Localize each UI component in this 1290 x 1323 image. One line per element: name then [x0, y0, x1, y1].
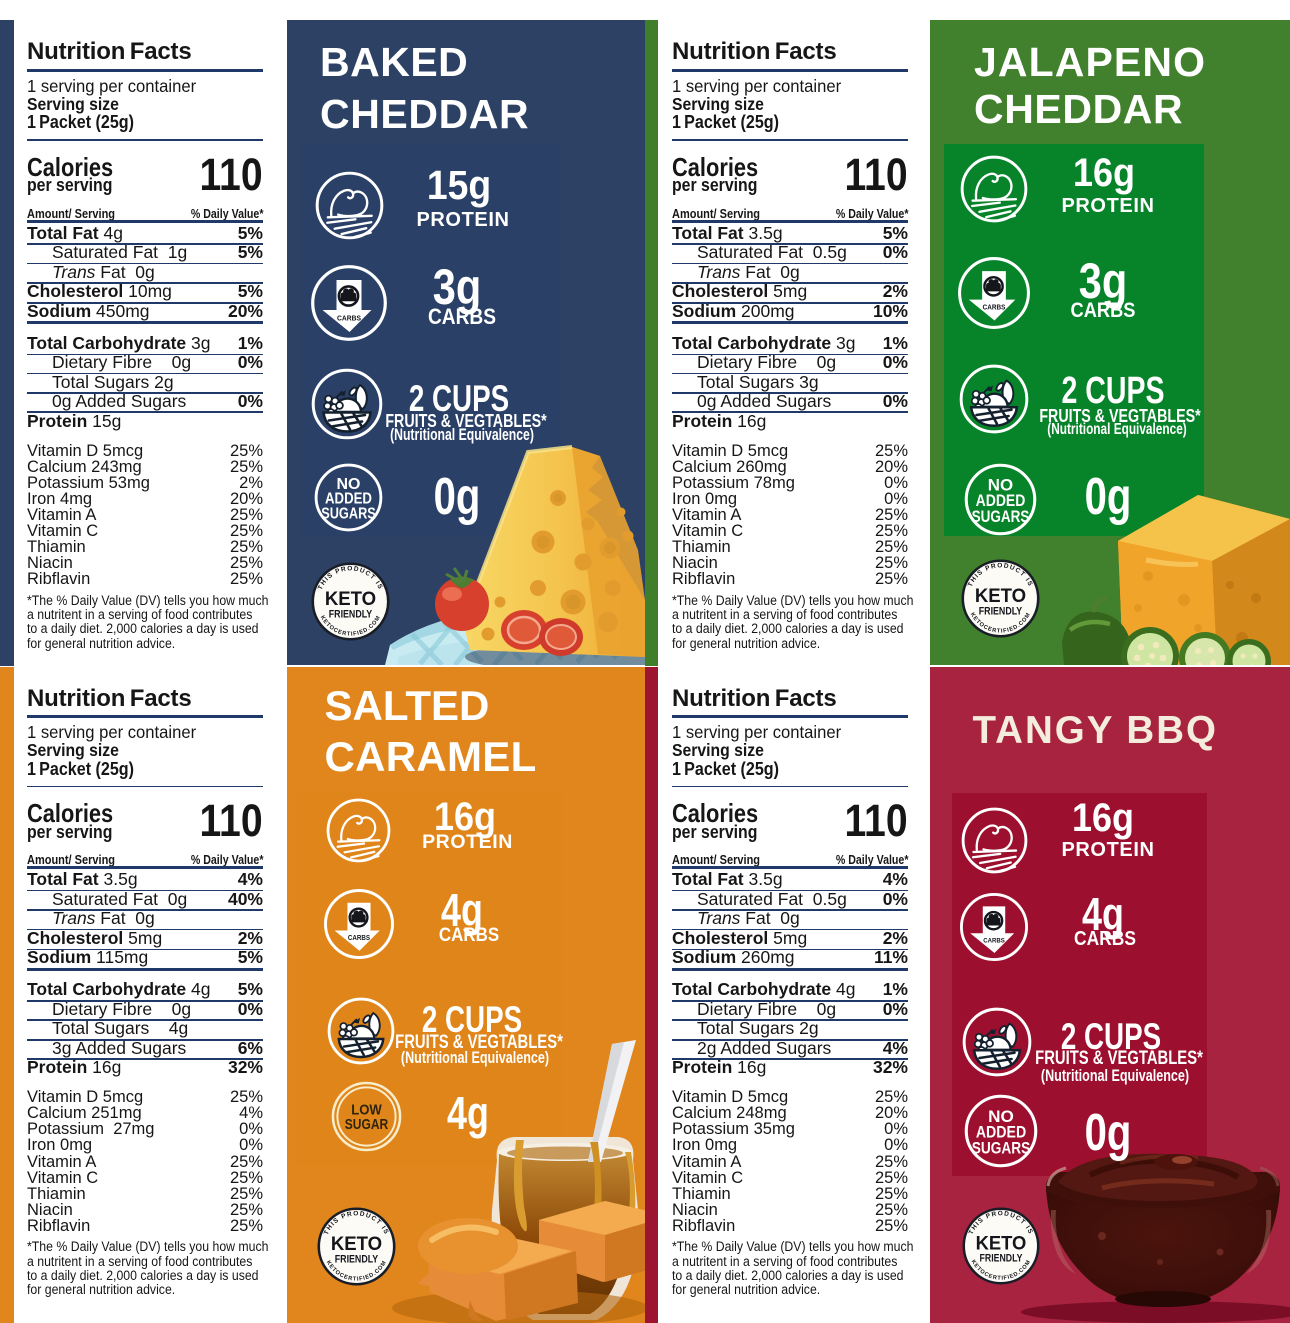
svg-text:KETO: KETO — [974, 585, 1025, 606]
svg-text:ADDED: ADDED — [325, 491, 372, 508]
svg-text:NO: NO — [988, 1107, 1014, 1125]
svg-text:FRIENDLY: FRIENDLY — [335, 1253, 379, 1265]
svg-text:SUGARS: SUGARS — [971, 1139, 1030, 1157]
svg-text:FRIENDLY: FRIENDLY — [328, 608, 372, 620]
svg-text:CARBS: CARBS — [348, 935, 370, 942]
svg-text:ADDED: ADDED — [975, 1123, 1025, 1141]
svg-text:LOW: LOW — [351, 1102, 382, 1118]
svg-text:CARBS: CARBS — [337, 313, 361, 322]
svg-text:NO: NO — [987, 476, 1012, 494]
svg-text:SUGARS: SUGARS — [971, 507, 1029, 525]
svg-text:CARBS: CARBS — [983, 938, 1005, 945]
svg-text:KETO: KETO — [976, 1233, 1027, 1254]
svg-text:KETO: KETO — [331, 1234, 382, 1255]
svg-text:FRIENDLY: FRIENDLY — [978, 605, 1022, 617]
svg-text:FRIENDLY: FRIENDLY — [980, 1253, 1023, 1265]
svg-text:SUGARS: SUGARS — [321, 506, 376, 523]
svg-text:KETO: KETO — [324, 588, 375, 609]
svg-text:NO: NO — [336, 476, 360, 493]
svg-text:SUGAR: SUGAR — [344, 1116, 388, 1132]
svg-text:CARBS: CARBS — [983, 302, 1006, 311]
svg-text:ADDED: ADDED — [975, 492, 1025, 510]
